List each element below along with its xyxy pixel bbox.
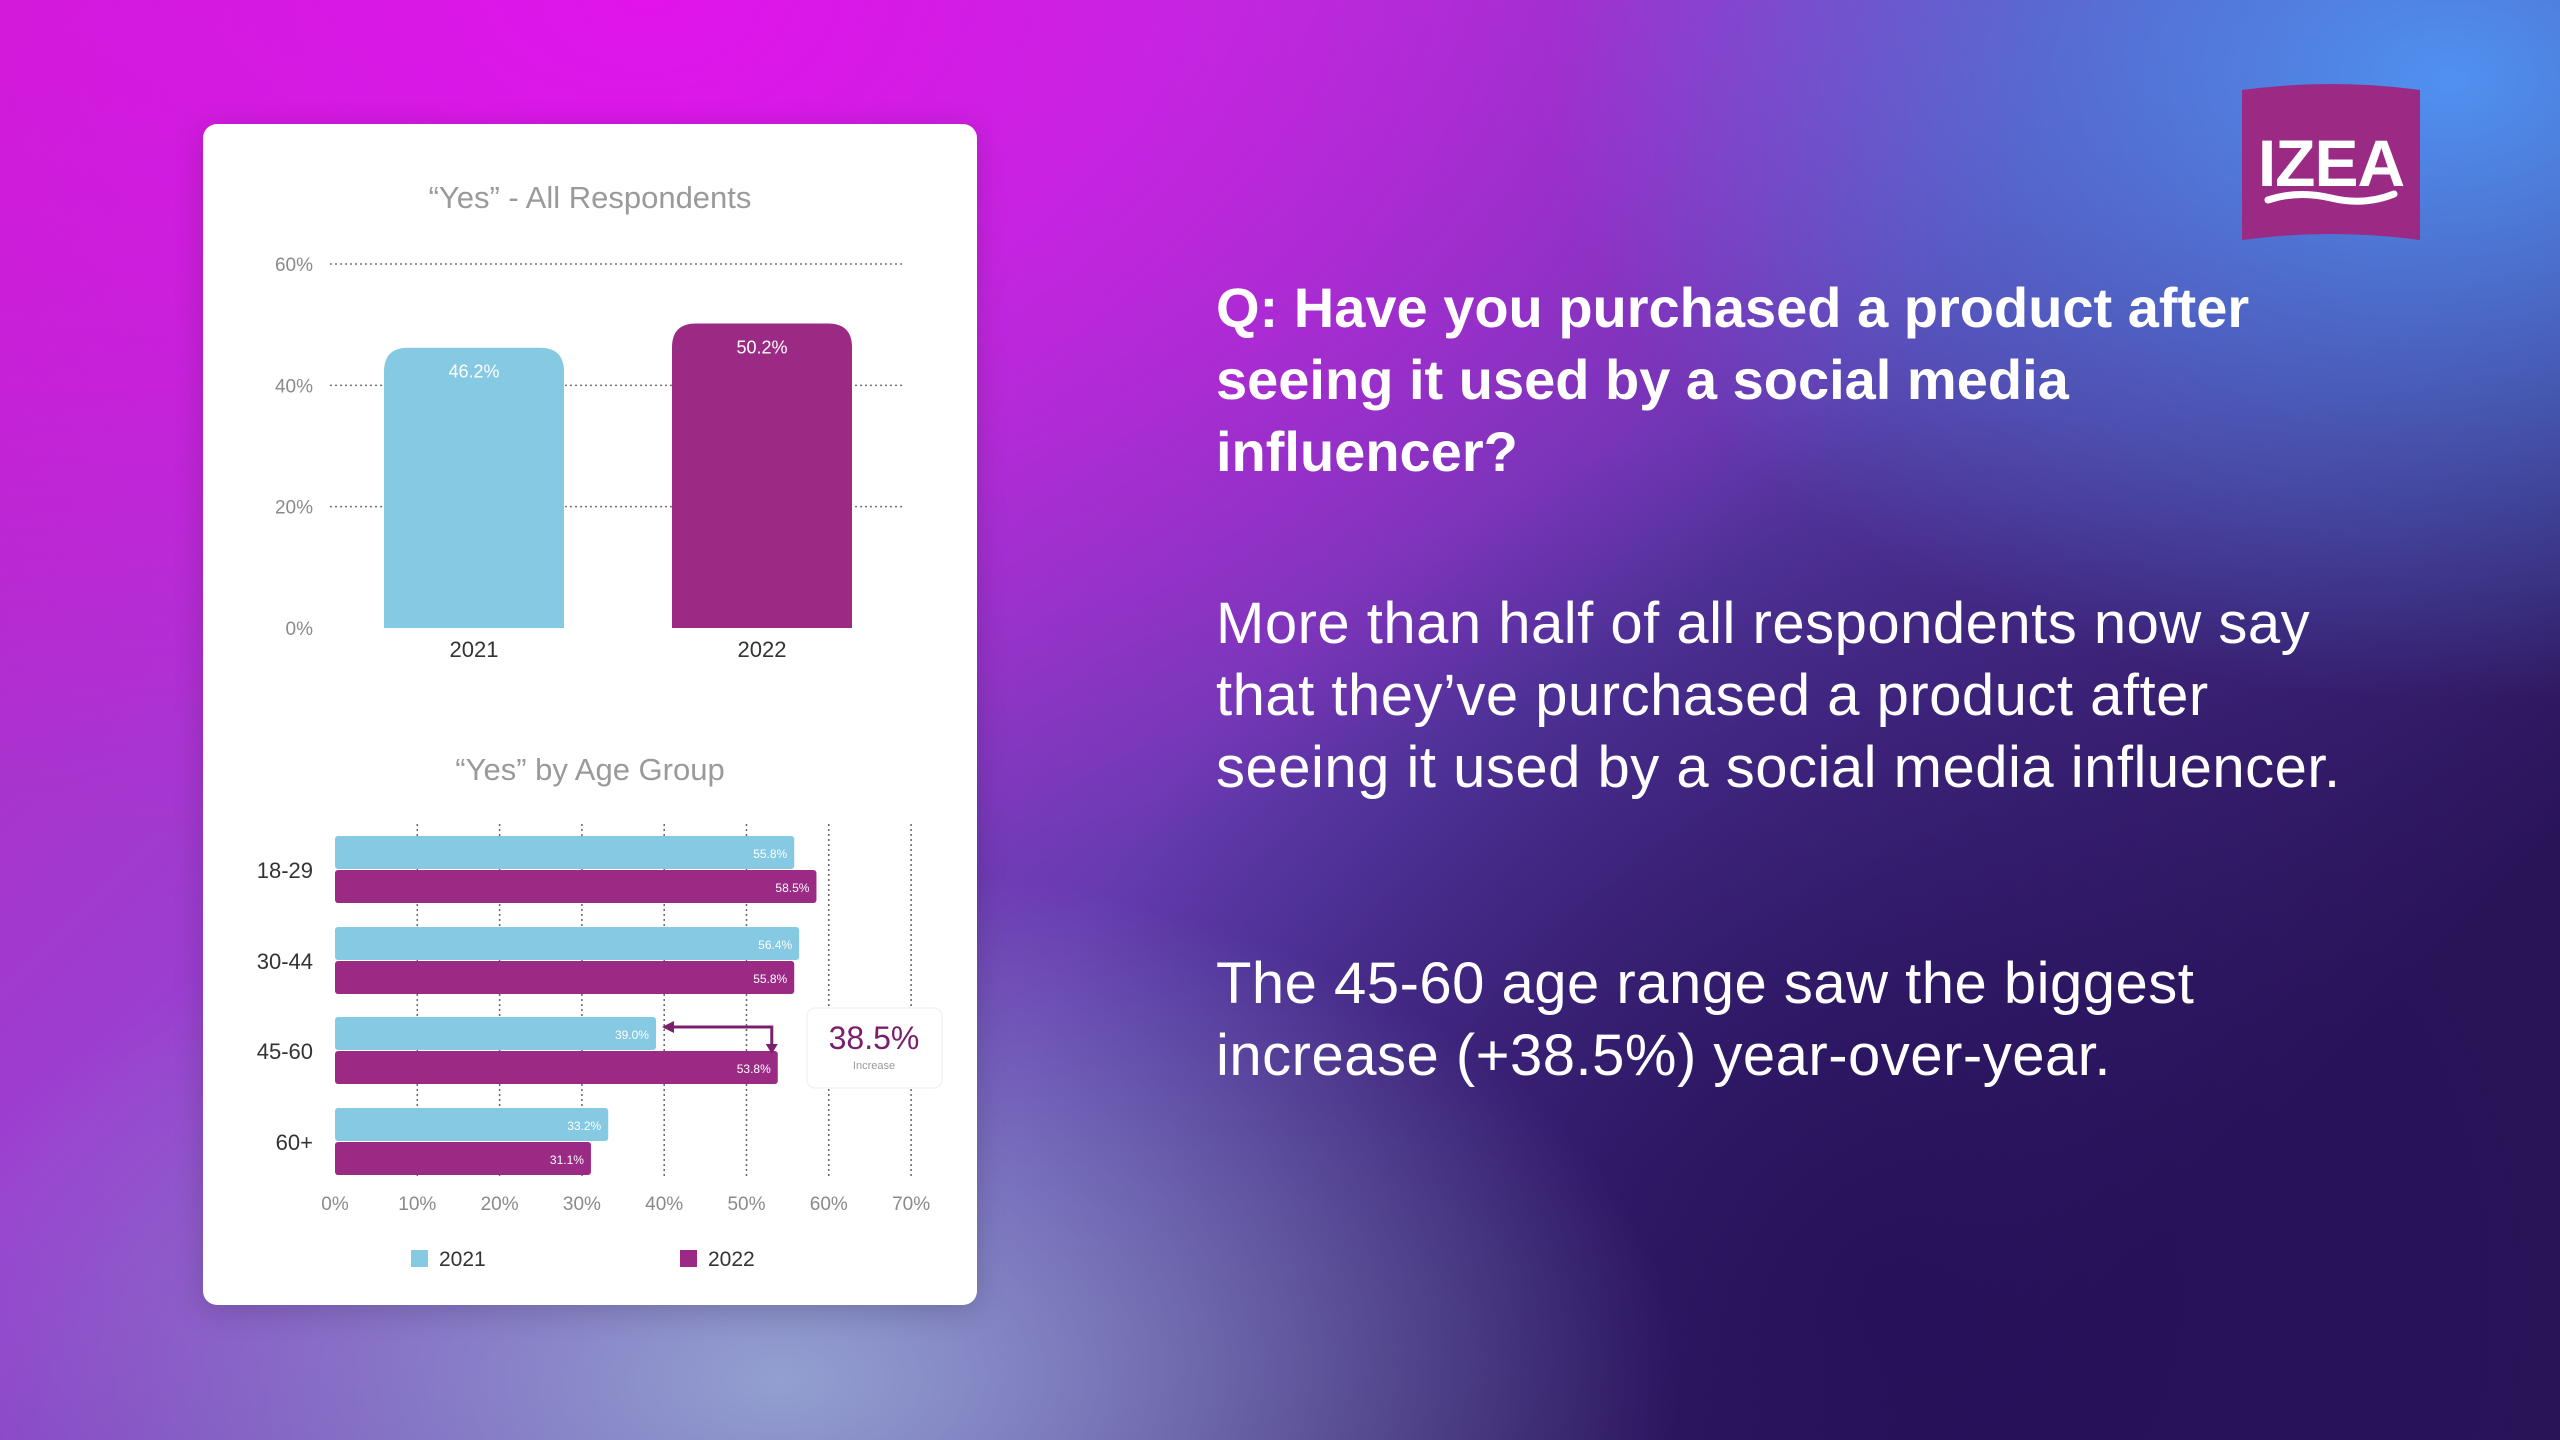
chart2-bar-2021 <box>335 1108 609 1141</box>
legend-label: 2022 <box>708 1248 755 1271</box>
chart1-title: “Yes” - All Respondents <box>429 180 752 215</box>
chart2-data-label: 33.2% <box>567 1119 601 1133</box>
chart2-bar-2022 <box>335 1142 591 1175</box>
chart2-xtick-label: 10% <box>398 1194 436 1215</box>
chart2-data-label: 58.5% <box>775 881 809 895</box>
chart1-ytick-label: 20% <box>275 498 313 519</box>
logo-swoosh <box>2264 190 2398 205</box>
chart2-title: “Yes” by Age Group <box>455 752 724 787</box>
chart2-bar-2022 <box>335 870 817 903</box>
chart2-category-label: 60+ <box>276 1130 313 1155</box>
chart2-bar-2021 <box>335 1017 656 1050</box>
chart2-data-label: 53.8% <box>737 1062 771 1076</box>
chart2-xtick-label: 20% <box>481 1194 519 1215</box>
chart2-category-label: 30-44 <box>257 949 313 974</box>
chart1-bar <box>384 347 564 628</box>
legend-label: 2021 <box>439 1248 486 1271</box>
chart2-xtick-label: 30% <box>563 1194 601 1215</box>
annotation-callout-box <box>806 1007 943 1089</box>
chart2-bar-2022 <box>335 1051 778 1084</box>
chart2-data-label: 31.1% <box>550 1153 584 1167</box>
chart2-xtick-label: 70% <box>892 1194 930 1215</box>
chart2-xtick-label: 40% <box>645 1194 683 1215</box>
chart2-data-label: 39.0% <box>615 1028 649 1042</box>
annotation-arrowhead-left <box>661 1021 674 1033</box>
chart2-category-label: 45-60 <box>257 1039 313 1064</box>
summary-paragraph: More than half of all respondents now sa… <box>1216 591 2341 800</box>
annotation-arrow-line <box>663 1025 774 1047</box>
chart2-xtick-label: 60% <box>810 1194 848 1215</box>
chart1-category-label: 2021 <box>450 637 499 662</box>
legend-swatch-2021 <box>411 1250 428 1267</box>
chart2-data-label: 56.4% <box>758 938 792 952</box>
chart2-category-label: 18-29 <box>257 858 313 883</box>
annotation-value: 38.5% <box>829 1020 920 1056</box>
chart1-ytick-label: 40% <box>275 376 313 397</box>
chart1-ytick-label: 60% <box>275 255 313 276</box>
chart2-data-label: 55.8% <box>753 847 787 861</box>
chart2-bar-2021 <box>335 836 795 869</box>
charts-svg: “Yes” - All Respondents 0% 20% 40% 60% 46.2% 2… <box>257 180 943 1271</box>
logo-text: IZEA <box>2258 126 2404 200</box>
chart-card: “Yes” - All Respondents 0% 20% 40% 60% 46.2% 2… <box>203 124 977 1305</box>
highlight-paragraph: The 45-60 age range saw the biggest incr… <box>1216 951 2195 1088</box>
annotation-arrowhead-down <box>765 1044 778 1054</box>
legend-swatch-2022 <box>680 1250 697 1267</box>
chart1-category-label: 2022 <box>738 637 787 662</box>
question-heading: Q: Have you purchased a product after se… <box>1216 276 2250 483</box>
chart1-data-label: 46.2% <box>448 362 499 382</box>
chart1-data-label: 50.2% <box>736 337 787 357</box>
chart2-bar-2021 <box>335 927 800 960</box>
chart2-data-label: 55.8% <box>753 972 787 986</box>
izea-logo: IZEA <box>2242 84 2420 240</box>
annotation-sublabel: Increase <box>853 1060 895 1072</box>
chart2-xtick-label: 50% <box>727 1194 765 1215</box>
chart1-ytick-label: 0% <box>286 619 314 640</box>
chart2-bar-2022 <box>335 961 795 994</box>
chart2-xtick-label: 0% <box>321 1194 349 1215</box>
chart1-bar <box>672 323 852 628</box>
